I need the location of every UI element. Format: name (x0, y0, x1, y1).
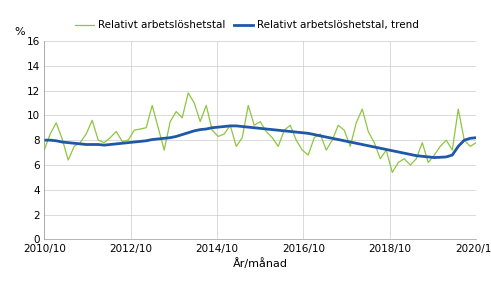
Line: Relativt arbetslöshetstal, trend: Relativt arbetslöshetstal, trend (44, 126, 476, 158)
Relativt arbetslöshetstal, trend (227, 124, 233, 128)
Relativt arbetslöshetstal, trend (137, 140, 143, 143)
Relativt arbetslöshetstal (473, 141, 479, 145)
Relativt arbetslöshetstal (425, 161, 431, 164)
Relativt arbetslöshetstal, trend (263, 127, 269, 131)
Relativt arbetslöshetstal (443, 138, 449, 142)
Relativt arbetslöshetstal, trend (473, 136, 479, 140)
Line: Relativt arbetslöshetstal: Relativt arbetslöshetstal (44, 93, 476, 172)
X-axis label: År/månad: År/månad (233, 258, 288, 269)
Relativt arbetslöshetstal, trend (431, 156, 437, 159)
Relativt arbetslöshetstal (413, 157, 419, 161)
Relativt arbetslöshetstal, trend (419, 154, 425, 158)
Relativt arbetslöshetstal (41, 148, 47, 152)
Relativt arbetslöshetstal (389, 171, 395, 174)
Relativt arbetslöshetstal, trend (41, 138, 47, 142)
Text: %: % (14, 27, 25, 37)
Relativt arbetslöshetstal, trend (185, 131, 191, 134)
Legend: Relativt arbetslöshetstal, Relativt arbetslöshetstal, trend: Relativt arbetslöshetstal, Relativt arbe… (75, 20, 419, 30)
Relativt arbetslöshetstal (263, 130, 269, 133)
Relativt arbetslöshetstal (137, 127, 143, 131)
Relativt arbetslöshetstal (185, 91, 191, 95)
Relativt arbetslöshetstal, trend (408, 153, 413, 156)
Relativt arbetslöshetstal (191, 101, 197, 105)
Relativt arbetslöshetstal, trend (443, 155, 449, 159)
